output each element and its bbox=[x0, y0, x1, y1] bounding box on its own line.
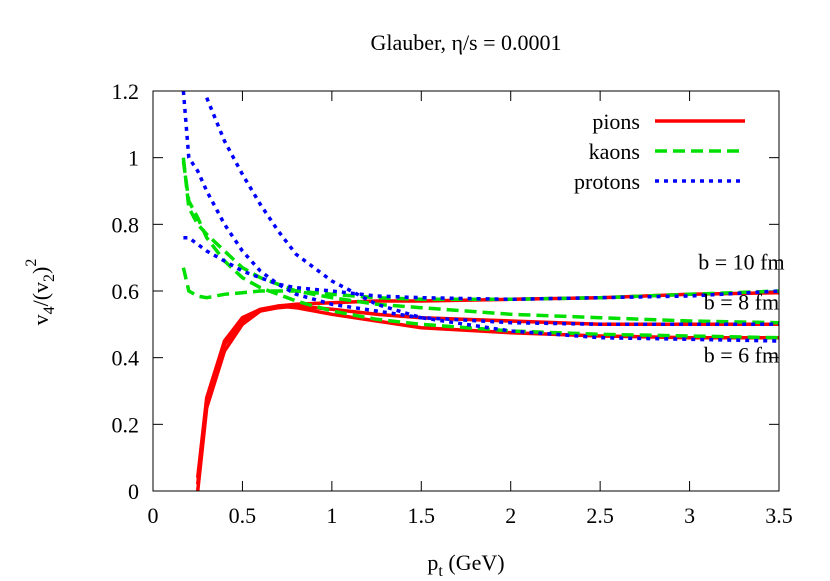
y-axis-label-part: v bbox=[28, 314, 53, 325]
curve bbox=[195, 304, 779, 485]
y-axis-label-part: 2 bbox=[41, 274, 58, 282]
x-tick-label: 0 bbox=[148, 503, 159, 528]
annotation: b = 8 fm bbox=[704, 289, 779, 314]
x-tick-label: 3 bbox=[684, 503, 695, 528]
x-tick-label: 2.5 bbox=[586, 503, 614, 528]
y-tick-label: 0.8 bbox=[112, 212, 140, 237]
legend-label: pions bbox=[592, 109, 640, 134]
curve bbox=[181, 90, 779, 327]
curve bbox=[181, 267, 780, 302]
x-tick-label: 2 bbox=[505, 503, 516, 528]
x-tick-label: 3.5 bbox=[765, 503, 793, 528]
legend-label: protons bbox=[574, 169, 640, 194]
x-axis-label: pt (GeV) bbox=[427, 550, 504, 580]
y-axis-label-part: 2 bbox=[23, 259, 40, 267]
x-tick-label: 1.5 bbox=[408, 503, 436, 528]
y-tick-label: 0.4 bbox=[112, 346, 140, 371]
annotation: b = 6 fm bbox=[704, 343, 779, 368]
y-axis-label-part: /(v bbox=[28, 282, 53, 306]
curve bbox=[205, 97, 780, 343]
curve bbox=[181, 157, 780, 325]
x-axis-label-part: p bbox=[427, 550, 438, 575]
y-axis-label-part: ) bbox=[28, 267, 53, 274]
y-tick-label: 0.2 bbox=[112, 412, 140, 437]
y-axis-label-part: 4 bbox=[41, 306, 58, 314]
y-axis-label: v4/(v2)2 bbox=[23, 259, 58, 326]
y-tick-label: 0 bbox=[128, 479, 139, 504]
y-tick-label: 1.2 bbox=[112, 79, 140, 104]
x-axis-label-part: (GeV) bbox=[443, 550, 505, 575]
curve bbox=[181, 160, 780, 340]
y-tick-label: 0.6 bbox=[112, 279, 140, 304]
x-tick-label: 1 bbox=[326, 503, 337, 528]
legend-label: kaons bbox=[589, 139, 640, 164]
annotation: b = 10 fm bbox=[698, 249, 784, 274]
x-tick-label: 0.5 bbox=[229, 503, 257, 528]
x-axis-label-part: t bbox=[438, 563, 443, 580]
curve bbox=[195, 304, 779, 478]
plot-frame bbox=[152, 90, 780, 492]
chart-title: Glauber, η/s = 0.0001 bbox=[370, 30, 561, 55]
y-tick-label: 1 bbox=[128, 146, 139, 171]
